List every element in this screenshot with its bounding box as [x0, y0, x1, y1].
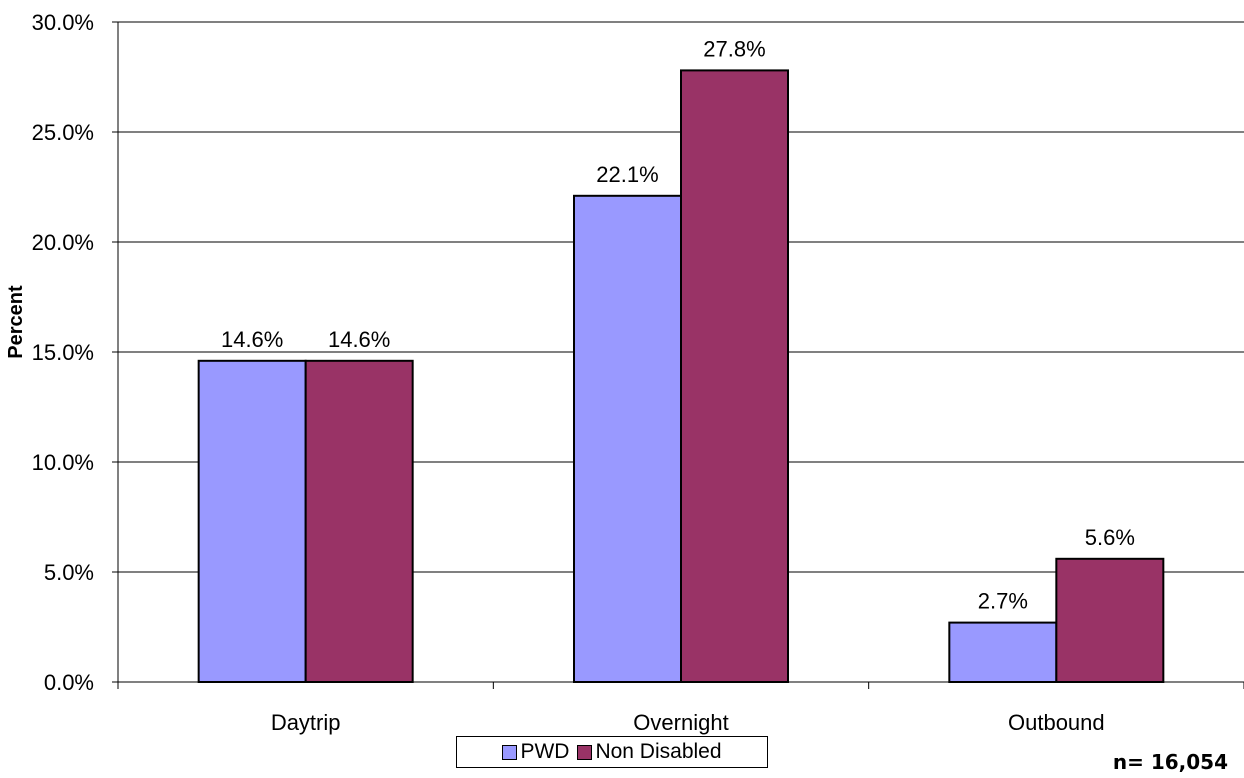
- data-label: 5.6%: [1085, 525, 1135, 550]
- y-axis-label: Percent: [5, 285, 27, 359]
- y-tick-label: 15.0%: [32, 340, 94, 365]
- x-tick-labels: Daytrip Overnight Outbound: [271, 710, 1105, 735]
- data-label: 2.7%: [978, 589, 1028, 614]
- bar-non-disabled-overnight: [680, 69, 789, 683]
- y-tick-label: 30.0%: [32, 10, 94, 35]
- bar-non-disabled-outbound: [1055, 557, 1165, 683]
- data-label: 22.1%: [596, 162, 658, 187]
- legend-item-pwd: PWD: [502, 740, 569, 764]
- data-labels: 14.6% 14.6% 22.1% 27.8% 2.7% 5.6%: [221, 36, 1135, 613]
- legend-label-pwd: PWD: [520, 740, 570, 763]
- data-label: 27.8%: [703, 36, 765, 61]
- y-tick-label: 0.0%: [44, 670, 94, 695]
- y-tick-labels: 0.0% 5.0% 10.0% 15.0% 20.0% 25.0% 30.0%: [32, 10, 94, 695]
- y-tick-label: 20.0%: [32, 230, 94, 255]
- legend: PWD Non Disabled: [456, 736, 768, 768]
- x-tick-label: Overnight: [633, 710, 728, 735]
- sample-size-note: n= 16,054: [1112, 750, 1228, 774]
- legend-item-non-disabled: Non Disabled: [577, 740, 722, 764]
- data-label: 14.6%: [221, 327, 283, 352]
- legend-swatch-pwd: [502, 744, 518, 760]
- bar-non-disabled-daytrip: [304, 359, 414, 683]
- bar-pwd-daytrip: [197, 359, 307, 683]
- x-tick-label: Outbound: [1008, 710, 1105, 735]
- legend-label-non-disabled: Non Disabled: [595, 740, 722, 763]
- data-label: 14.6%: [328, 327, 390, 352]
- x-tick-label: Daytrip: [271, 710, 341, 735]
- y-tick-label: 5.0%: [44, 560, 94, 585]
- y-tick-label: 10.0%: [32, 450, 94, 475]
- legend-swatch-non-disabled: [577, 744, 593, 760]
- y-tick-label: 25.0%: [32, 120, 94, 145]
- bars: [197, 69, 1165, 684]
- axes: [112, 21, 1244, 689]
- bar-pwd-overnight: [573, 194, 682, 684]
- bar-pwd-outbound: [948, 621, 1058, 683]
